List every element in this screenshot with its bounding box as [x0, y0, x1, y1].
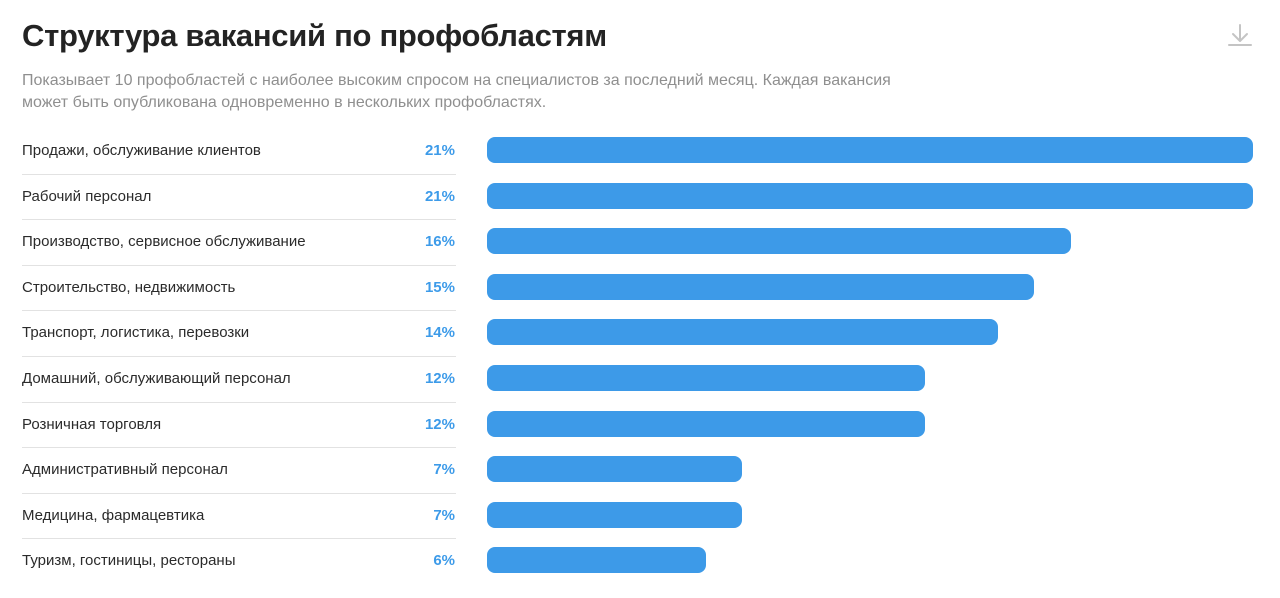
chart-description: Показывает 10 профобластей с наиболее вы…: [22, 72, 891, 111]
row-divider: [22, 492, 456, 494]
chart-row: Туризм, гостиницы, рестораны 6%: [0, 538, 1280, 584]
row-divider: [22, 355, 456, 357]
category-label: Производство, сервисное обслуживание: [22, 233, 306, 251]
row-divider: [22, 401, 456, 403]
category-label: Медицина, фармацевтика: [22, 506, 205, 524]
row-divider: [22, 447, 456, 449]
bar: [487, 228, 1071, 255]
value-label: 21%: [424, 142, 455, 159]
chart-row: Административный персонал 7%: [0, 447, 1280, 494]
category-label: Административный персонал: [22, 461, 228, 479]
page-title: Структура вакансий по профобластям: [22, 18, 607, 53]
bar: [487, 319, 998, 346]
row-divider: [22, 264, 456, 266]
bar: [487, 547, 706, 574]
chart-row: Продажи, обслуживание клиентов 21%: [0, 128, 1280, 175]
bar: [487, 501, 743, 528]
value-label: 12%: [424, 370, 455, 387]
category-label: Рабочий персонал: [22, 187, 152, 205]
download-icon[interactable]: [1224, 20, 1256, 52]
value-label: 21%: [424, 187, 455, 205]
value-label: 6%: [433, 552, 455, 570]
bar-chart: Продажи, обслуживание клиентов 21% Рабочий…: [0, 128, 1280, 588]
category-label: Продажи, обслуживание клиентов: [22, 142, 261, 159]
value-label: 7%: [433, 506, 455, 524]
bar: [487, 456, 743, 483]
value-label: 7%: [433, 461, 455, 479]
value-label: 15%: [424, 278, 455, 296]
value-label: 12%: [424, 415, 455, 433]
chart-row: Транспорт, логистика, перевозки 14%: [0, 310, 1280, 357]
row-divider: [22, 310, 456, 312]
chart-row: Розничная торговля 12%: [0, 402, 1280, 449]
category-label: Строительство, недвижимость: [22, 278, 236, 296]
chart-row: Рабочий персонал 21%: [0, 174, 1280, 221]
chart-row: Медицина, фармацевтика 7%: [0, 493, 1280, 540]
category-label: Транспорт, логистика, перевозки: [22, 324, 250, 342]
bar: [487, 410, 925, 437]
bar: [487, 365, 925, 391]
row-divider: [22, 219, 456, 221]
category-label: Розничная торговля: [22, 415, 162, 433]
row-divider: [22, 173, 456, 175]
category-label: Домашний, обслуживающий персонал: [22, 370, 291, 387]
bar: [487, 182, 1253, 209]
bar: [487, 137, 1253, 163]
value-label: 14%: [424, 324, 455, 342]
value-label: 16%: [424, 233, 455, 251]
chart-row: Домашний, обслуживающий персонал 12%: [0, 356, 1280, 403]
chart-row: Производство, сервисное обслуживание 16%: [0, 219, 1280, 266]
row-divider: [22, 538, 456, 540]
chart-row: Строительство, недвижимость 15%: [0, 265, 1280, 312]
category-label: Туризм, гостиницы, рестораны: [22, 552, 236, 570]
bar: [487, 273, 1035, 300]
